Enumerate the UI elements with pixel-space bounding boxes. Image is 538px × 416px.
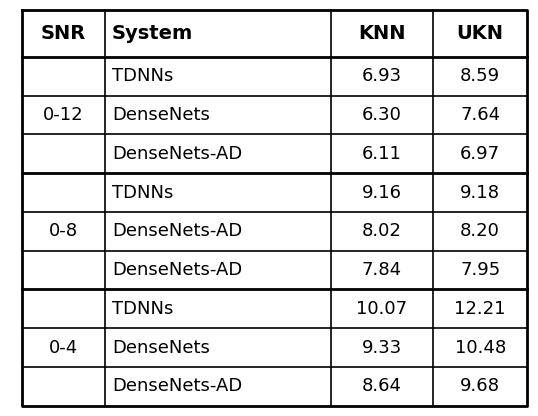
Text: 6.30: 6.30 bbox=[362, 106, 402, 124]
Text: 9.16: 9.16 bbox=[362, 183, 402, 202]
Text: TDNNs: TDNNs bbox=[112, 67, 174, 85]
Text: UKN: UKN bbox=[457, 24, 504, 43]
Text: DenseNets: DenseNets bbox=[112, 339, 210, 357]
Text: TDNNs: TDNNs bbox=[112, 183, 174, 202]
Text: TDNNs: TDNNs bbox=[112, 300, 174, 318]
Text: SNR: SNR bbox=[40, 24, 86, 43]
Text: KNN: KNN bbox=[358, 24, 406, 43]
Text: 7.84: 7.84 bbox=[362, 261, 402, 279]
Text: 6.11: 6.11 bbox=[362, 145, 402, 163]
Text: 10.07: 10.07 bbox=[356, 300, 408, 318]
Text: DenseNets: DenseNets bbox=[112, 106, 210, 124]
Text: 9.33: 9.33 bbox=[362, 339, 402, 357]
Text: 9.68: 9.68 bbox=[460, 377, 500, 395]
Text: 7.64: 7.64 bbox=[460, 106, 500, 124]
Text: DenseNets-AD: DenseNets-AD bbox=[112, 222, 243, 240]
Text: DenseNets-AD: DenseNets-AD bbox=[112, 145, 243, 163]
Text: 8.02: 8.02 bbox=[362, 222, 402, 240]
Text: 9.18: 9.18 bbox=[460, 183, 500, 202]
Text: DenseNets-AD: DenseNets-AD bbox=[112, 377, 243, 395]
Text: 0-12: 0-12 bbox=[43, 106, 83, 124]
Text: 8.64: 8.64 bbox=[362, 377, 402, 395]
Text: 6.93: 6.93 bbox=[362, 67, 402, 85]
Text: 8.59: 8.59 bbox=[460, 67, 500, 85]
Text: 12.21: 12.21 bbox=[455, 300, 506, 318]
Text: 8.20: 8.20 bbox=[460, 222, 500, 240]
Text: System: System bbox=[111, 24, 193, 43]
Text: 6.97: 6.97 bbox=[460, 145, 500, 163]
Text: 10.48: 10.48 bbox=[455, 339, 506, 357]
Text: 0-4: 0-4 bbox=[48, 339, 78, 357]
Text: DenseNets-AD: DenseNets-AD bbox=[112, 261, 243, 279]
Text: 0-8: 0-8 bbox=[48, 222, 78, 240]
Text: 7.95: 7.95 bbox=[460, 261, 500, 279]
